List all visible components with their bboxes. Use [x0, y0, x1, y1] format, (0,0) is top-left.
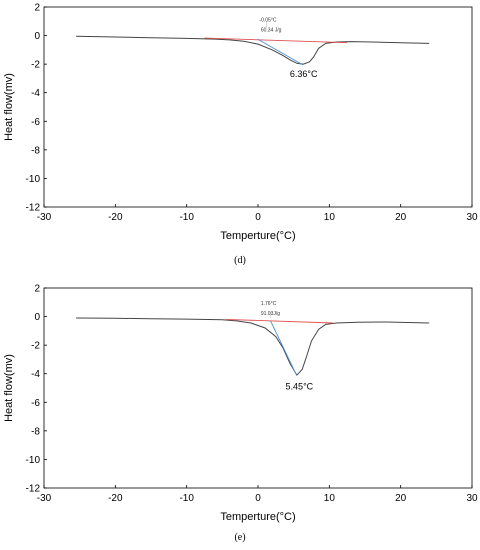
- panel-d-onset-temperature-label: -0.05°C: [259, 17, 276, 23]
- panel-e-y-tick-label: 2: [34, 284, 40, 295]
- panel-e-y-tick-label: -10: [26, 455, 41, 466]
- panel-e-enthalpy-label: 91.03J/g: [261, 311, 280, 317]
- panel-e-x-tick-label: 10: [324, 493, 336, 504]
- panel-d-x-tick-label: -10: [179, 212, 194, 223]
- panel-d-y-tick-label: -12: [26, 203, 41, 214]
- panel-d-caption-label: (d): [234, 255, 246, 266]
- panel-e-y-tick-label: -6: [31, 398, 40, 409]
- panel-d-y-tick-label: -6: [31, 117, 40, 128]
- panel-e-y-tick-label: 0: [34, 312, 40, 323]
- panel-d-onset-tangent-line: [257, 38, 304, 66]
- panel-d-enthalpy-label: 60.34 J/g: [261, 27, 282, 33]
- panel-e-caption-label: (e): [234, 532, 245, 543]
- panel-e-x-tick-label: 0: [255, 493, 261, 504]
- panel-d-x-tick-label: 30: [466, 212, 478, 223]
- panel-e-y-tick-label: -4: [31, 369, 40, 380]
- panel-e-baseline-line: [225, 318, 333, 324]
- panel-e-x-tick-label: -30: [37, 493, 52, 504]
- panel-d-heat-flow-curve: [76, 35, 430, 65]
- panel-e-onset-tangent-line: [270, 320, 297, 376]
- panel-e-heat-flow-curve: [76, 317, 430, 376]
- panel-d-y-tick-label: -4: [31, 88, 40, 99]
- panel-d-y-tick-label: 2: [34, 3, 40, 14]
- panel-d-y-tick-label: 0: [34, 31, 40, 42]
- panel-e-x-axis-title: Temperture(°C): [220, 511, 295, 523]
- panel-e-x-tick-label: -20: [108, 493, 123, 504]
- panel-d-y-tick-label: -2: [31, 60, 40, 71]
- panel-e-onset-temperature-label: 1.76°C: [261, 301, 277, 307]
- panel-e-y-tick-label: -8: [31, 426, 40, 437]
- panel-d-x-tick-label: 20: [395, 212, 407, 223]
- panel-d-y-tick-label: -10: [26, 174, 41, 185]
- panel-d-y-tick-label: -8: [31, 145, 40, 156]
- panel-e-x-tick-label: -10: [179, 493, 194, 504]
- panel-e-y-tick-label: -12: [26, 484, 41, 495]
- panel-d-x-tick-label: 0: [255, 212, 261, 223]
- panel-d-y-axis-title: Heat flow(mv): [3, 73, 15, 141]
- panel-d-baseline-line: [204, 37, 348, 44]
- panel-e-y-axis-title: Heat flow(mv): [3, 354, 15, 422]
- panel-e-y-tick-label: -2: [31, 341, 40, 352]
- panel-e-peak-temperature-label: 5.45°C: [286, 381, 314, 391]
- panel-d-x-axis-title: Temperture(°C): [220, 230, 295, 242]
- panel-d-x-tick-label: 10: [324, 212, 336, 223]
- panel-e-x-tick-label: 30: [466, 493, 478, 504]
- panel-d-x-tick-label: -30: [37, 212, 52, 223]
- panel-d-x-tick-label: -20: [108, 212, 123, 223]
- panel-e-x-tick-label: 20: [395, 493, 407, 504]
- panel-d-peak-temperature-label: 6.36°C: [290, 69, 318, 79]
